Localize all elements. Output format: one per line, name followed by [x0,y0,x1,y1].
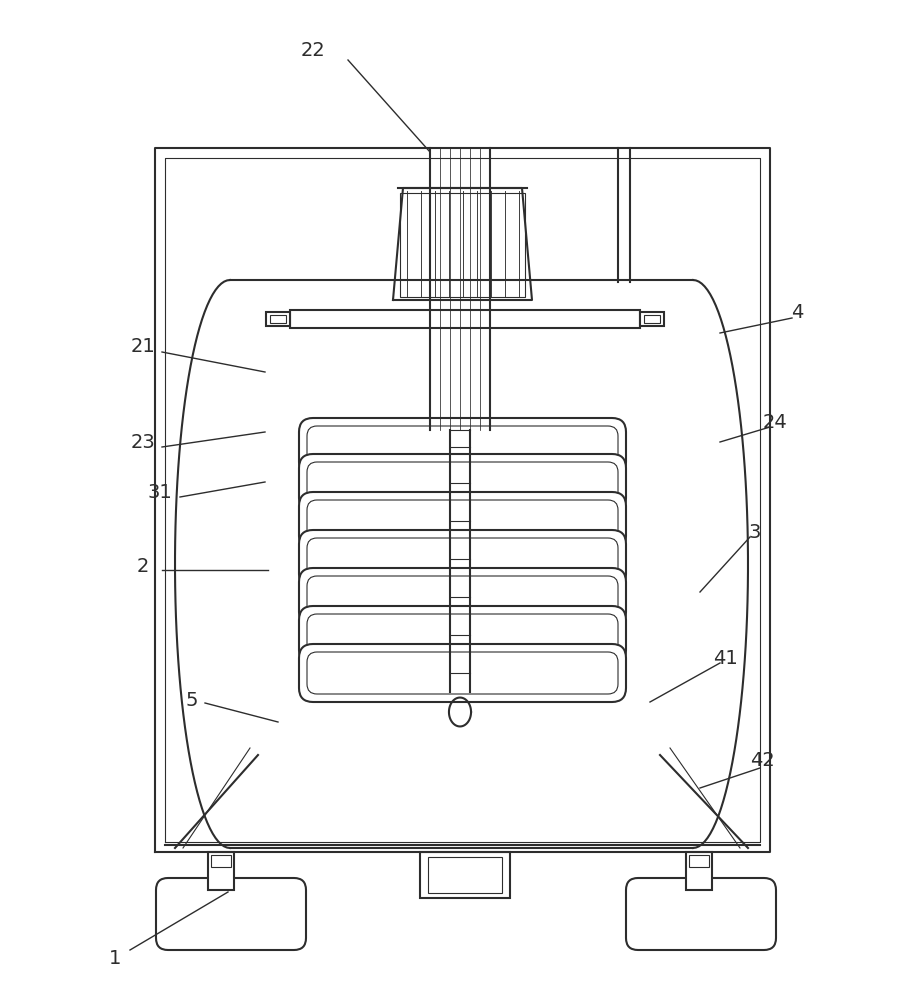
Bar [290,310,640,328]
Bar [400,193,525,297]
Bar [689,855,709,867]
Bar [640,312,664,326]
Text: 21: 21 [130,338,155,357]
Text: 1: 1 [109,948,121,968]
Text: 23: 23 [130,432,155,452]
Bar [420,852,510,898]
Bar [270,315,286,323]
Bar [428,857,502,893]
Text: 5: 5 [185,690,198,710]
FancyBboxPatch shape [299,644,626,702]
FancyBboxPatch shape [156,878,306,950]
Text: 42: 42 [750,750,775,770]
FancyBboxPatch shape [307,652,618,694]
FancyBboxPatch shape [299,530,626,588]
Bar [686,852,712,890]
FancyBboxPatch shape [307,462,618,504]
FancyBboxPatch shape [307,426,618,468]
FancyBboxPatch shape [299,418,626,476]
Text: 41: 41 [712,648,737,668]
Text: 3: 3 [749,522,761,542]
Bar [208,852,234,890]
Text: 31: 31 [148,483,173,502]
FancyBboxPatch shape [307,576,618,618]
Bar [266,312,290,326]
Bar [644,315,660,323]
FancyBboxPatch shape [626,878,776,950]
Bar [211,855,231,867]
FancyBboxPatch shape [299,454,626,512]
FancyBboxPatch shape [299,606,626,664]
Text: 4: 4 [790,304,803,322]
Text: 2: 2 [137,558,150,576]
FancyBboxPatch shape [307,614,618,656]
FancyBboxPatch shape [307,500,618,542]
FancyBboxPatch shape [307,538,618,580]
FancyBboxPatch shape [299,492,626,550]
Text: 24: 24 [763,412,788,432]
Text: 22: 22 [300,40,325,60]
FancyBboxPatch shape [299,568,626,626]
